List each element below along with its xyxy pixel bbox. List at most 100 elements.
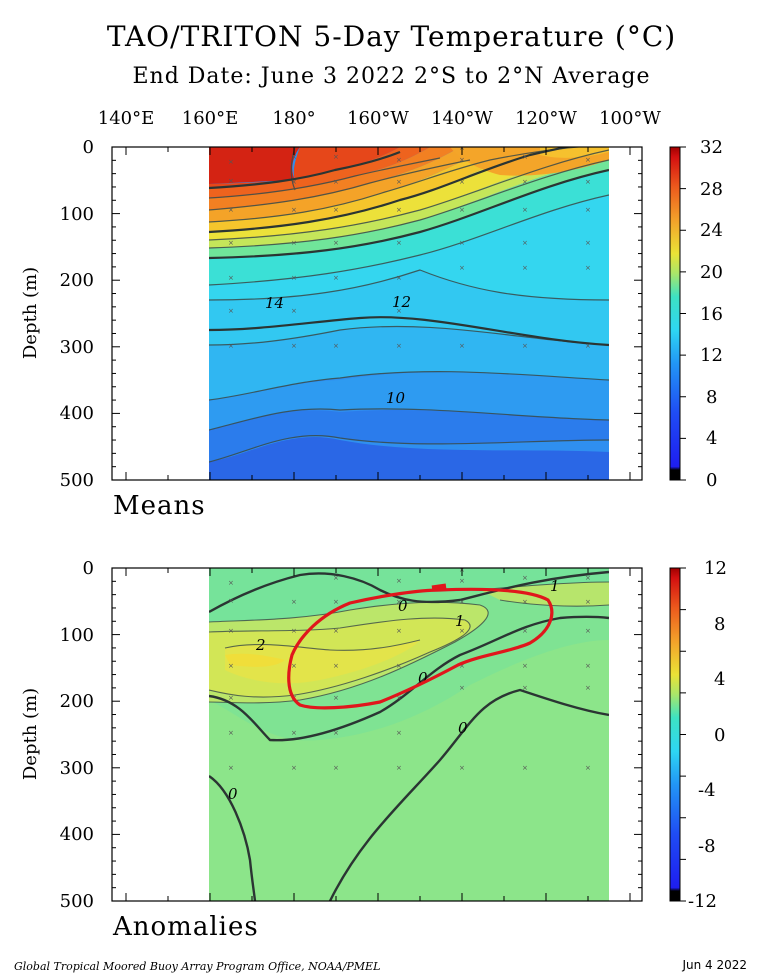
panel-label: Means (113, 491, 206, 521)
svg-text:×: × (396, 239, 402, 247)
svg-text:×: × (459, 764, 465, 772)
anomalies-panel: × × × × × × × × × × × × × × × × × × × × × × × × × × × × × × × × × × ×… (20, 558, 727, 942)
svg-text:×: × (291, 274, 297, 282)
svg-text:×: × (522, 684, 528, 692)
svg-text:×: × (333, 694, 339, 702)
svg-text:×: × (291, 178, 297, 186)
svg-text:×: × (228, 579, 234, 587)
red-annotation-stroke (431, 583, 447, 591)
svg-text:×: × (585, 662, 591, 670)
svg-text:×: × (585, 156, 591, 164)
colorbar-tick-label: -12 (688, 891, 717, 912)
x-tick-label: 140°E (98, 108, 155, 129)
svg-text:×: × (291, 307, 297, 315)
y-tick-label: 300 (60, 337, 94, 358)
panel-label: Anomalies (112, 912, 259, 942)
svg-text:×: × (228, 274, 234, 282)
y-tick-label: 400 (60, 403, 94, 424)
contour-label: 0 (458, 719, 468, 737)
anomalies-field: × × × × × × × × × × × × × × × × × × × × × × × × × × × × × × × × × × ×… (209, 568, 609, 901)
svg-text:×: × (396, 577, 402, 585)
svg-text:×: × (396, 598, 402, 606)
svg-text:×: × (396, 342, 402, 350)
svg-text:×: × (522, 206, 528, 214)
svg-text:×: × (228, 177, 234, 185)
svg-text:×: × (522, 178, 528, 186)
svg-text:×: × (459, 264, 465, 272)
svg-text:×: × (291, 627, 297, 635)
y-axis-label: Depth (m) (20, 688, 41, 780)
svg-text:×: × (228, 597, 234, 605)
svg-text:×: × (585, 684, 591, 692)
svg-text:×: × (585, 178, 591, 186)
svg-text:×: × (522, 598, 528, 606)
svg-text:×: × (291, 153, 297, 161)
y-tick-label: 300 (60, 758, 94, 779)
means-field-overlay: × × × × × × × × × × × × × × × × × × × × × × × × × × × × × × × × × × ×… (209, 147, 609, 480)
svg-text:×: × (396, 764, 402, 772)
svg-text:×: × (333, 153, 339, 161)
contour-label: 1 (550, 577, 560, 595)
svg-text:×: × (396, 729, 402, 737)
svg-text:×: × (522, 662, 528, 670)
colorbar-tick-label: 4 (714, 669, 725, 690)
anomalies-colorbar-labels: 12 8 4 0 -4 -8 -12 (688, 558, 727, 912)
contour-label: 0 (418, 669, 428, 687)
contour-label: 1 (455, 612, 465, 630)
svg-text:×: × (291, 342, 297, 350)
colorbar-tick-label: 12 (704, 558, 727, 579)
svg-text:×: × (228, 627, 234, 635)
colorbar-tick-label: 28 (700, 179, 723, 200)
colorbar-tick-label: 12 (700, 345, 723, 366)
svg-text:×: × (522, 764, 528, 772)
svg-text:×: × (396, 307, 402, 315)
sample-markers: × × × × × × × × × × × × × × × × × × × × × × × × × × × × × × × × × × ×… (228, 147, 591, 350)
anomalies-axis-ticks (112, 567, 686, 902)
svg-text:×: × (333, 729, 339, 737)
svg-text:×: × (333, 627, 339, 635)
means-panel: × × × × × × × × × × × × × × × × × × × × × × × × × × × × × × × × × × ×… (20, 108, 723, 521)
x-tick-label: 120°W (515, 108, 577, 129)
x-tick-label: 100°W (599, 108, 661, 129)
svg-text:×: × (228, 158, 234, 166)
svg-text:×: × (459, 598, 465, 606)
svg-text:×: × (522, 264, 528, 272)
chart-title: TAO/TRITON 5-Day Temperature (°C) (106, 20, 677, 53)
svg-text:×: × (459, 627, 465, 635)
red-annotation-loop (287, 587, 554, 710)
colorbar-tick-label: 0 (714, 725, 725, 746)
means-colorbar-labels: 32 28 24 20 16 12 8 4 0 (700, 137, 723, 491)
chart-subtitle: End Date: June 3 2022 2°S to 2°N Average (132, 64, 651, 89)
y-tick-label: 200 (60, 270, 94, 291)
anomaly-contour-labels: 0 1 2 1 0 0 0 (228, 577, 560, 803)
colorbar-tick-label: 0 (706, 470, 717, 491)
svg-text:×: × (459, 239, 465, 247)
svg-text:×: × (228, 729, 234, 737)
svg-text:×: × (228, 239, 234, 247)
svg-text:×: × (228, 307, 234, 315)
contour-label: 14 (265, 294, 284, 312)
y-tick-label: 0 (83, 558, 94, 579)
y-tick-label: 500 (60, 470, 94, 491)
contour-label: 0 (398, 597, 408, 615)
svg-text:×: × (585, 342, 591, 350)
svg-text:×: × (459, 156, 465, 164)
means-axis-ticks (112, 146, 686, 481)
svg-text:×: × (522, 239, 528, 247)
svg-text:×: × (396, 627, 402, 635)
colorbar-tick-label: 8 (706, 387, 717, 408)
contour-label: 10 (386, 389, 406, 407)
svg-text:×: × (585, 239, 591, 247)
svg-text:×: × (522, 627, 528, 635)
x-tick-label: 140°W (431, 108, 493, 129)
svg-text:×: × (459, 206, 465, 214)
svg-text:×: × (333, 598, 339, 606)
means-frame (111, 146, 643, 481)
svg-text:×: × (459, 178, 465, 186)
x-tick-labels: 140°E 160°E 180° 160°W 140°W 120°W 100°W (98, 108, 662, 129)
anomalies-frame (111, 567, 643, 902)
means-colorbar (669, 146, 681, 481)
svg-text:×: × (396, 694, 402, 702)
svg-text:×: × (396, 662, 402, 670)
svg-text:×: × (396, 156, 402, 164)
